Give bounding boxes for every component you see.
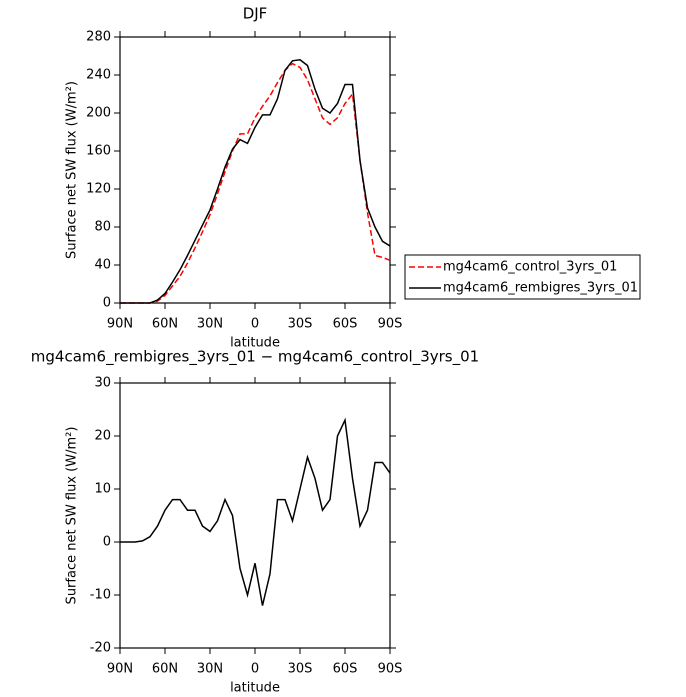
y-axis-label: Surface net SW flux (W/m²) xyxy=(65,427,80,605)
x-tick-label: 30N xyxy=(197,662,223,677)
y-tick-label: 0 xyxy=(103,535,111,550)
y-tick-label: -10 xyxy=(90,588,111,603)
x-axis-label: latitude xyxy=(230,336,280,351)
y-tick-label: 20 xyxy=(94,429,111,444)
y-axis-label: Surface net SW flux (W/m²) xyxy=(65,81,80,259)
x-tick-label: 60S xyxy=(333,662,358,677)
y-tick-label: 280 xyxy=(86,30,111,45)
x-tick-label: 30S xyxy=(288,317,313,332)
x-tick-label: 90S xyxy=(378,662,403,677)
chart-title: mg4cam6_rembigres_3yrs_01 − mg4cam6_cont… xyxy=(31,348,479,367)
y-tick-label: 0 xyxy=(103,296,111,311)
y-tick-label: 200 xyxy=(86,106,111,121)
y-tick-label: 10 xyxy=(94,482,111,497)
y-tick-label: 120 xyxy=(86,182,111,197)
y-tick-label: 240 xyxy=(86,68,111,83)
series-line xyxy=(120,62,391,304)
x-tick-label: 30S xyxy=(288,662,313,677)
x-tick-label: 0 xyxy=(251,317,259,332)
x-tick-label: 60N xyxy=(152,662,178,677)
legend-box xyxy=(404,254,641,300)
y-tick-label: 160 xyxy=(86,144,111,159)
y-tick-label: -20 xyxy=(90,641,111,656)
legend-label: mg4cam6_rembigres_3yrs_01 xyxy=(443,281,638,296)
series-line xyxy=(120,417,391,606)
series-line xyxy=(120,59,391,304)
x-tick-label: 90N xyxy=(107,317,133,332)
x-tick-label: 0 xyxy=(251,662,259,677)
y-tick-label: 80 xyxy=(94,220,111,235)
x-tick-label: 90S xyxy=(378,317,403,332)
x-tick-label: 90N xyxy=(107,662,133,677)
x-tick-label: 30N xyxy=(197,317,223,332)
plot-frame xyxy=(119,382,391,649)
y-tick-label: 30 xyxy=(94,376,111,391)
chart-title: DJF xyxy=(243,5,268,23)
y-tick-label: 40 xyxy=(94,258,111,273)
plot-frame xyxy=(119,36,391,304)
x-axis-label: latitude xyxy=(230,681,280,696)
x-tick-label: 60S xyxy=(333,317,358,332)
x-tick-label: 60N xyxy=(152,317,178,332)
legend-label: mg4cam6_control_3yrs_01 xyxy=(443,260,617,275)
